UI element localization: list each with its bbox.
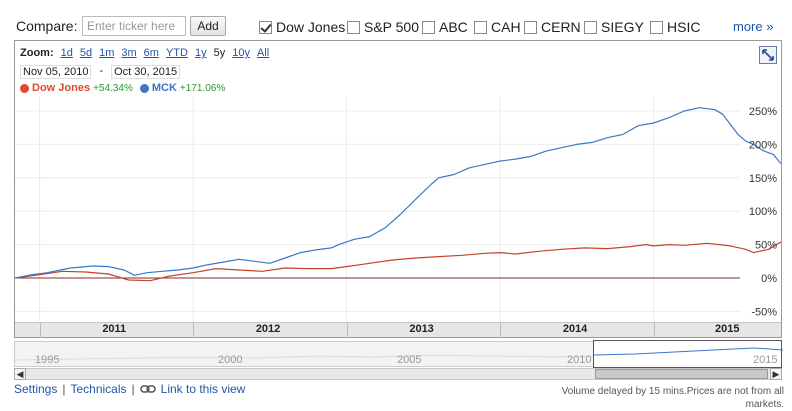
year-divider [653,323,655,338]
compare-item-label: Dow Jones [276,19,346,35]
compare-dow-jones-checkbox[interactable]: Dow Jones [259,18,345,36]
footer-separator: | [131,382,135,396]
y-tick-label: -50% [751,306,777,318]
compare-abc-checkbox[interactable]: ABC [422,18,468,36]
year-axis: 2011 2012 2013 2014 2015 [15,322,781,338]
checkbox-icon[interactable] [650,20,663,34]
checkbox-icon[interactable] [422,20,435,34]
timeline-navigator[interactable]: 1995 2000 2005 2010 2015 [14,340,783,368]
technicals-link[interactable]: Technicals [70,382,127,396]
zoom-option[interactable]: YTD [165,47,188,59]
year-divider [193,323,195,338]
y-tick-label: 50% [755,240,777,252]
compare-siegy-checkbox[interactable]: SIEGY [584,18,644,36]
mck-legend-dot [139,83,149,93]
navigator-year: 2015 [753,354,778,366]
x-tick-label: 2012 [255,323,281,335]
compare-label: Compare: [16,18,78,34]
zoom-option[interactable]: 5d [79,47,93,59]
mck-change: +171.06% [179,82,226,94]
ticker-input[interactable] [82,16,186,36]
dow-jones-series-line [15,241,781,282]
link-to-view-link[interactable]: Link to this view [160,382,246,396]
compare-cah-checkbox[interactable]: CAH [474,18,521,36]
compare-hsic-checkbox[interactable]: HSIC [650,18,700,36]
x-tick-label: 2013 [409,323,434,335]
compare-sp500-checkbox[interactable]: S&P 500 [347,18,419,36]
delay-disclaimer: Volume delayed by 15 mins.Prices are not… [561,386,784,410]
y-tick-label: 200% [749,139,777,151]
zoom-option[interactable]: 1d [60,47,73,59]
x-tick-label: 2011 [102,323,127,335]
zoom-option[interactable]: 1m [99,47,115,59]
date-separator: - [99,65,104,77]
y-tick-label: 150% [749,173,777,185]
year-divider [346,323,348,338]
expand-chart-button[interactable] [759,46,777,64]
zoom-option[interactable]: All [256,47,270,59]
expand-icon [762,49,774,61]
start-date[interactable]: Nov 05, 2010 [20,65,92,79]
timeline-scrollbar[interactable]: ◀ ▶ [14,368,782,380]
y-tick-label: 100% [749,206,777,218]
price-chart[interactable]: 250% 200% 150% 100% 50% 0% -50% [15,97,781,322]
navigator-sparkline [15,354,596,361]
checkbox-icon[interactable] [584,20,597,34]
navigator-year: 2005 [397,354,422,366]
compare-item-label: S&P 500 [364,19,420,35]
compare-item-label: SIEGY [601,19,644,35]
mck-series-line [15,107,781,279]
chart-legend: Dow Jones +54.34% MCK +171.06% [20,82,229,94]
scroll-left-arrow-icon[interactable]: ◀ [14,368,26,380]
zoom-option[interactable]: 1y [194,47,207,59]
dow-jones-legend-name: Dow Jones [32,82,91,94]
checkbox-icon[interactable] [524,20,537,34]
compare-item-label: ABC [439,19,468,35]
dow-jones-change: +54.34% [93,82,133,94]
add-ticker-button[interactable]: Add [190,16,226,36]
footer-links: Settings | Technicals | Link to this vie… [14,382,245,396]
zoom-option-active[interactable]: 5y [213,47,226,59]
navigator-year: 2000 [218,354,243,366]
date-range: Nov 05, 2010 - Oct 30, 2015 [20,65,181,79]
year-divider [500,323,502,338]
checkbox-icon[interactable] [474,20,487,34]
zoom-option[interactable]: 3m [121,47,137,59]
compare-item-label: CAH [491,19,521,35]
x-tick-label: 2014 [562,323,588,335]
navigator-window-sparkline [594,347,783,356]
more-tickers-link[interactable]: more » [733,19,774,34]
chain-link-icon [139,385,156,393]
zoom-option[interactable]: 6m [143,47,159,59]
scroll-thumb[interactable] [595,369,768,379]
zoom-bar: Zoom: 1d 5d 1m 3m 6m YTD 1y 5y 10y All [20,47,269,59]
zoom-option[interactable]: 10y [232,47,250,59]
y-tick-label: 250% [749,106,777,118]
navigator-year: 2010 [567,354,592,366]
x-tick-label: 2015 [715,323,740,335]
y-tick-label: 0% [761,273,777,285]
checkbox-icon[interactable] [259,20,272,34]
navigator-window[interactable] [593,340,783,368]
footer-separator: | [62,382,66,396]
compare-item-label: CERN [541,19,581,35]
compare-cern-checkbox[interactable]: CERN [524,18,581,36]
dow-jones-legend-dot [20,83,29,93]
mck-legend-name: MCK [151,82,177,94]
checkbox-icon[interactable] [347,20,360,34]
zoom-label: Zoom: [20,47,54,59]
navigator-year: 1995 [35,354,60,366]
settings-link[interactable]: Settings [14,382,58,396]
scroll-right-arrow-icon[interactable]: ▶ [770,368,782,380]
year-divider [39,323,41,338]
end-date[interactable]: Oct 30, 2015 [111,65,181,79]
compare-item-label: HSIC [667,19,701,35]
